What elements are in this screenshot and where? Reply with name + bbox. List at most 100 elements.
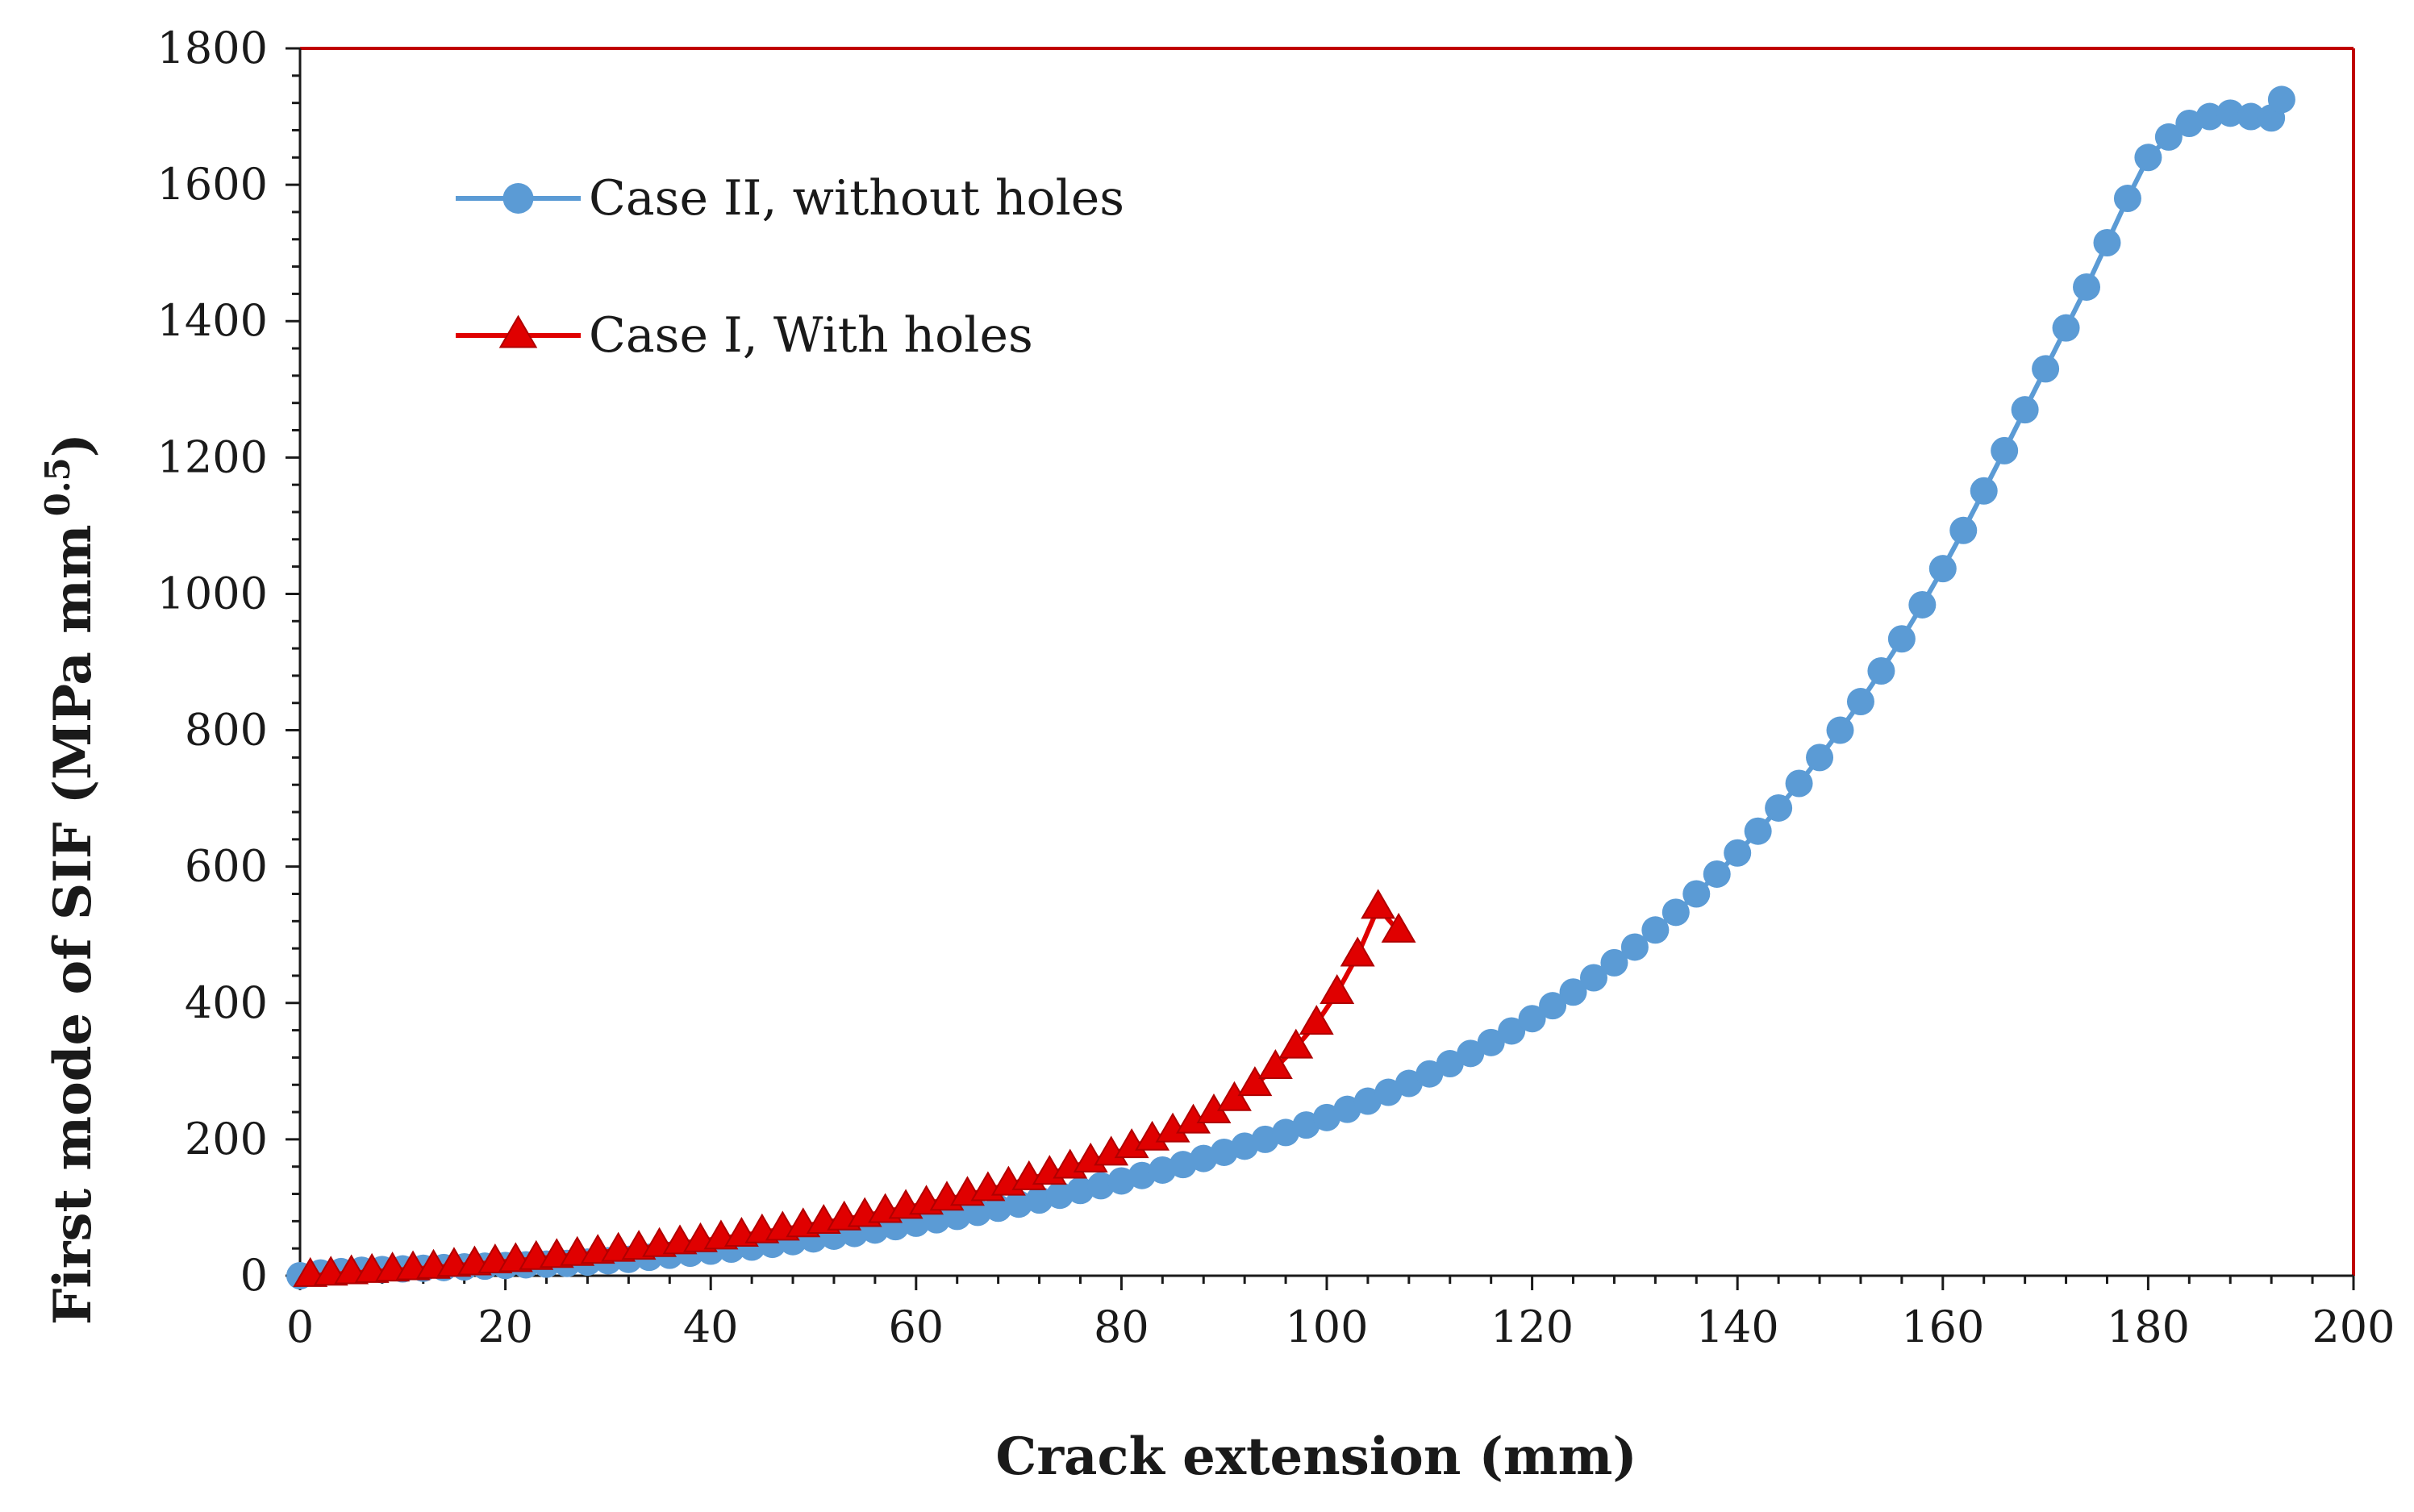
data-point — [1457, 1039, 1485, 1068]
x-tick-label: 120 — [1491, 1302, 1574, 1352]
data-point — [1970, 477, 1998, 505]
y-axis-title: First mode of SIF (MPa mm 0.5) — [38, 433, 103, 1325]
x-tick-label: 0 — [286, 1302, 314, 1352]
data-point — [1086, 1172, 1115, 1200]
x-axis-title: Crack extension (mm) — [995, 1427, 1636, 1487]
series-line — [299, 98, 2284, 1278]
legend-swatch-marker — [502, 183, 534, 214]
data-point — [2011, 396, 2039, 424]
data-point — [1237, 1066, 1273, 1097]
data-point — [1361, 889, 1396, 919]
data-point — [1395, 1069, 1423, 1098]
x-tick-label: 40 — [683, 1302, 739, 1352]
y-axis-title-main: First mode of SIF (MPa mm — [43, 524, 103, 1325]
data-point — [1682, 880, 1711, 908]
series-layer — [286, 85, 2295, 1289]
axes: 0 20 40 60 80 100 120 140 160 180 200 0 200 400 600 800… — [157, 23, 2395, 1352]
x-tick-label: 180 — [2107, 1302, 2190, 1352]
data-point — [1353, 1087, 1382, 1115]
data-point — [1928, 555, 1957, 583]
data-point — [1299, 1005, 1334, 1035]
data-point — [1005, 1190, 1033, 1218]
y-tick-label: 1200 — [157, 431, 268, 482]
data-point — [1340, 936, 1375, 967]
y-axis-title-group: First mode of SIF (MPa mm 0.5) — [38, 433, 103, 1325]
data-point — [2032, 355, 2060, 383]
data-point — [2052, 314, 2080, 342]
data-point — [1436, 1050, 1464, 1078]
legend: Case II, without holes Case I, With holes — [456, 170, 1124, 364]
series-case-i — [293, 889, 1416, 1287]
y-tick-label: 1800 — [157, 23, 268, 73]
data-point — [1381, 912, 1416, 943]
data-point — [2134, 144, 2162, 172]
y-axis-title-superscript: 0.5 — [38, 457, 77, 516]
data-point — [1333, 1095, 1361, 1123]
data-point — [1025, 1186, 1053, 1214]
data-point — [2267, 85, 2295, 114]
x-tick-label: 60 — [888, 1302, 944, 1352]
x-tick-label: 20 — [477, 1302, 533, 1352]
x-tick-label: 200 — [2312, 1302, 2395, 1352]
data-point — [1066, 1177, 1094, 1205]
data-point — [1620, 933, 1649, 961]
data-point — [1477, 1028, 1505, 1056]
legend-item: Case II, without holes — [456, 170, 1124, 227]
legend-label: Case II, without holes — [589, 170, 1124, 227]
series-case-ii — [286, 85, 2295, 1289]
data-point — [1498, 1017, 1526, 1045]
y-tick-label: 1600 — [157, 159, 268, 210]
data-point — [2093, 228, 2121, 256]
data-point — [1600, 948, 1628, 977]
data-point — [1887, 625, 1916, 653]
data-point — [1107, 1167, 1136, 1195]
y-tick-label: 400 — [185, 977, 268, 1028]
data-point — [1744, 817, 1772, 845]
y-tick-label: 800 — [185, 705, 268, 756]
data-point — [2113, 185, 2141, 213]
data-point — [1579, 964, 1607, 992]
data-point — [1765, 793, 1793, 822]
data-point — [1949, 516, 1978, 544]
data-point — [1518, 1005, 1546, 1033]
legend-label: Case I, With holes — [589, 307, 1033, 364]
x-tick-label: 140 — [1696, 1302, 1779, 1352]
legend-swatch-marker — [498, 314, 538, 348]
data-point — [2073, 273, 2101, 301]
data-point — [1320, 974, 1355, 1005]
data-point — [2195, 102, 2224, 131]
plot-frame — [300, 47, 2355, 1276]
data-point — [1724, 839, 1752, 867]
y-tick-label: 600 — [185, 841, 268, 892]
y-tick-label: 0 — [240, 1250, 268, 1301]
data-point — [2237, 102, 2265, 131]
data-point — [1149, 1156, 1177, 1184]
x-tick-label: 100 — [1285, 1302, 1368, 1352]
data-point — [1257, 1049, 1293, 1080]
data-point — [1908, 590, 1937, 619]
data-point — [1661, 898, 1690, 927]
y-tick-label: 1400 — [157, 295, 268, 346]
y-tick-label: 1000 — [157, 568, 268, 619]
data-point — [1046, 1181, 1074, 1210]
data-point — [1313, 1103, 1340, 1131]
data-point — [1826, 716, 1854, 744]
data-point — [1559, 978, 1587, 1006]
y-axis-title-close: ) — [43, 433, 103, 457]
data-point — [2154, 123, 2183, 151]
data-point — [1846, 688, 1874, 716]
data-point — [1867, 656, 1895, 685]
data-point — [1216, 1081, 1252, 1111]
data-point — [1641, 916, 1670, 944]
data-point — [1806, 744, 1834, 772]
x-tick-label: 80 — [1094, 1302, 1149, 1352]
data-point — [1374, 1078, 1403, 1106]
legend-item: Case I, With holes — [456, 307, 1033, 364]
data-point — [1785, 769, 1813, 798]
data-point — [1128, 1161, 1156, 1189]
data-point — [1703, 860, 1731, 888]
data-point — [2216, 99, 2245, 127]
data-point — [1415, 1060, 1444, 1088]
